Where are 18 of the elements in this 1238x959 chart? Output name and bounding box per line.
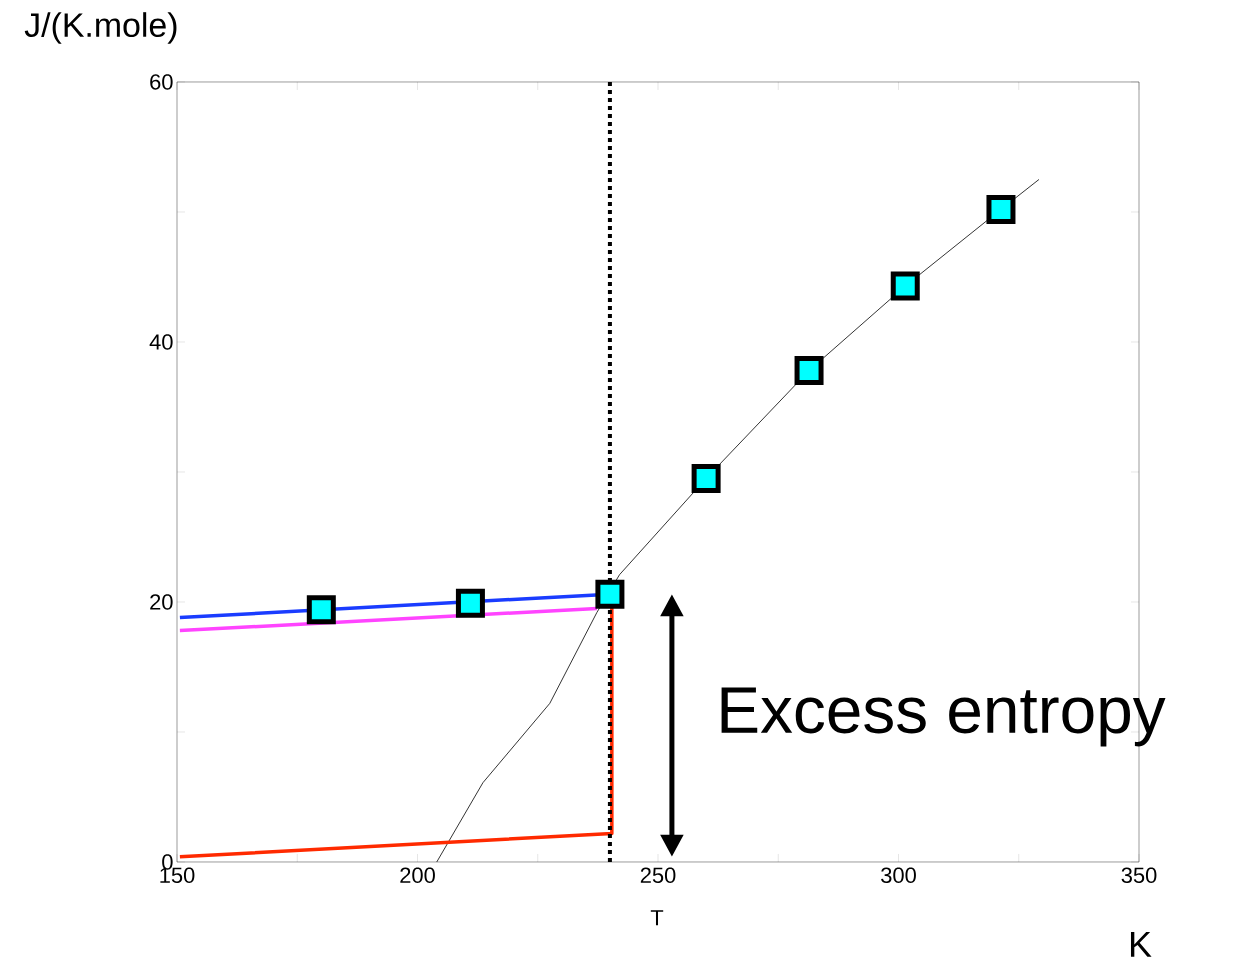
y-tick-label: 40: [149, 334, 173, 350]
point: [306, 595, 336, 625]
y-tick-label: 60: [150, 74, 173, 90]
y-tick-label: 20: [150, 594, 173, 610]
point: [986, 194, 1016, 224]
x-tick-label: 300: [881, 867, 916, 884]
y-axis-title: J/(K.mole): [24, 12, 177, 44]
point: [890, 271, 920, 301]
x-axis-title: T: [650, 910, 664, 926]
point: [794, 356, 824, 386]
point: [691, 463, 721, 493]
point: [455, 588, 485, 618]
point: [595, 579, 625, 609]
x-tick-label: 200: [400, 867, 435, 884]
text: K: [1130, 932, 1152, 957]
x-tick-label: 250: [640, 867, 676, 884]
x-tick-label: 350: [1121, 867, 1157, 884]
annotation: Excess entropy: [721, 687, 1166, 747]
